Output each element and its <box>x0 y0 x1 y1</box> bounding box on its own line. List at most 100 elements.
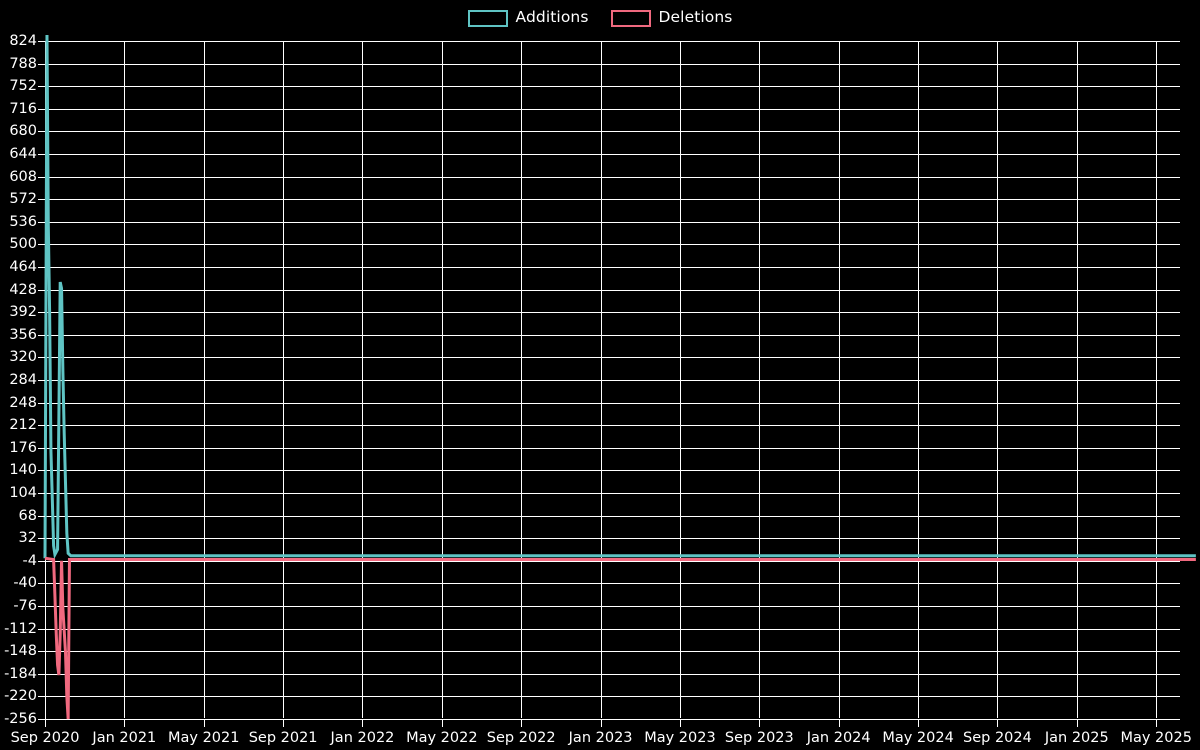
x-axis-tick-label: Jan 2024 <box>806 730 871 746</box>
x-axis-tick-label: Sep 2022 <box>486 730 556 746</box>
y-axis-tick <box>38 289 45 291</box>
legend-item-additions[interactable]: Additions <box>467 8 589 27</box>
x-axis-tick-label: Sep 2024 <box>963 730 1032 746</box>
y-axis-tick-label: -112 <box>4 620 37 637</box>
y-axis-tick-label: 752 <box>9 78 37 95</box>
x-axis-tick-label: Jan 2022 <box>330 730 395 746</box>
x-axis-tick <box>441 719 443 727</box>
y-axis-tick-label: 356 <box>9 326 37 343</box>
x-axis-tick <box>600 719 602 727</box>
y-axis-tick-label: 140 <box>9 462 37 479</box>
y-axis-tick-label: 212 <box>9 417 37 434</box>
y-axis-tick <box>38 719 45 720</box>
y-axis-tick <box>38 538 45 540</box>
y-axis-tick <box>38 470 45 472</box>
y-axis-tick-label: 284 <box>9 372 37 388</box>
y-axis-tick <box>38 86 45 88</box>
y-axis-tick <box>38 606 45 607</box>
y-axis-tick-label: 104 <box>9 485 37 501</box>
y-axis-tick <box>38 244 45 246</box>
y-axis-tick-label: -148 <box>4 643 37 660</box>
y-axis-tick-label: -76 <box>13 598 37 614</box>
x-axis-tick <box>759 719 761 727</box>
y-axis-tick <box>38 131 45 133</box>
gridline-horizontal <box>45 719 1180 720</box>
x-axis-tick <box>124 719 126 727</box>
y-axis-tick <box>38 493 45 494</box>
x-axis-tick <box>283 719 285 727</box>
x-axis-tick <box>521 719 523 727</box>
y-axis-tick <box>38 651 45 653</box>
x-axis-tick-label: May 2023 <box>644 730 716 746</box>
y-axis-labels: 824 788 752 716 680 644 608 572 536 500 464 428 392 3… <box>0 0 37 750</box>
y-axis-tick <box>38 560 45 562</box>
x-axis-tick <box>1156 719 1158 727</box>
legend-label-deletions: Deletions <box>658 8 733 27</box>
x-axis-tick-label: Sep 2021 <box>248 730 318 746</box>
y-axis-tick-label: 500 <box>9 236 37 253</box>
y-axis-tick-label: -40 <box>13 575 37 592</box>
y-axis-tick-label: 32 <box>18 530 37 547</box>
x-axis-tick-label: May 2021 <box>167 730 240 746</box>
y-axis-tick-label: 392 <box>9 304 37 321</box>
x-axis-tick <box>679 719 681 727</box>
y-axis-tick-label: -184 <box>4 665 37 682</box>
x-axis-tick <box>997 719 999 727</box>
legend-item-deletions[interactable]: Deletions <box>610 8 733 27</box>
y-axis-tick <box>38 583 45 585</box>
y-axis-tick-label: 536 <box>9 213 37 230</box>
x-axis-tick-label: Jan 2025 <box>1044 730 1109 746</box>
x-axis-tick <box>362 719 364 727</box>
y-axis-tick <box>38 357 45 359</box>
y-axis-tick-label: -256 <box>4 711 37 727</box>
y-axis-tick <box>38 267 45 268</box>
y-axis-tick-label: 608 <box>9 168 37 185</box>
x-axis-tick-label: May 2022 <box>406 730 478 746</box>
y-axis-tick-label: 716 <box>9 100 37 117</box>
y-axis-tick-label: 320 <box>9 349 37 366</box>
x-axis-tick-label: May 2025 <box>1120 730 1192 746</box>
y-axis-tick-label: 68 <box>18 507 37 524</box>
y-axis-tick <box>38 41 45 42</box>
y-axis-tick <box>38 199 45 201</box>
y-axis-tick <box>38 154 45 155</box>
y-axis-tick-label: 824 <box>9 33 37 49</box>
y-axis-tick-label: 644 <box>9 146 37 162</box>
y-axis-tick-label: -4 <box>22 552 37 569</box>
x-axis-tick <box>45 719 46 727</box>
y-axis-tick <box>38 312 45 314</box>
y-axis-tick <box>38 63 45 65</box>
y-axis-tick <box>38 673 45 675</box>
y-axis-tick <box>38 696 45 698</box>
legend-swatch-additions <box>467 9 508 27</box>
y-axis-tick <box>38 108 45 110</box>
y-axis-tick <box>38 515 45 517</box>
y-axis-tick-label: 572 <box>9 191 37 208</box>
x-axis-tick <box>203 719 205 727</box>
y-axis-tick-label: -220 <box>4 688 37 705</box>
x-axis-tick <box>918 719 920 727</box>
y-axis-tick-label: 788 <box>9 55 37 72</box>
x-axis-tick-label: May 2024 <box>882 730 954 746</box>
x-axis-tick <box>838 719 840 727</box>
y-axis-tick-label: 464 <box>9 259 37 275</box>
legend-swatch-deletions <box>610 9 651 27</box>
y-axis-tick-label: 176 <box>9 439 37 456</box>
x-axis-tick <box>1076 719 1078 727</box>
y-axis-tick <box>38 447 45 449</box>
y-axis-tick <box>38 425 45 427</box>
y-axis-tick-label: 680 <box>9 123 37 140</box>
y-axis-tick <box>38 628 45 630</box>
y-axis-tick <box>38 176 45 178</box>
y-axis-tick-label: 248 <box>9 394 37 411</box>
x-axis-tick-label: Jan 2023 <box>568 730 633 746</box>
legend-label-additions: Additions <box>515 8 589 27</box>
y-axis-tick <box>38 402 45 404</box>
x-axis-tick-label: Sep 2020 <box>10 730 80 746</box>
chart-legend: Additions Deletions <box>0 0 1200 36</box>
x-axis-tick-label: Jan 2021 <box>92 730 157 746</box>
y-axis-tick <box>38 334 45 336</box>
x-axis-tick-label: Sep 2023 <box>724 730 794 746</box>
